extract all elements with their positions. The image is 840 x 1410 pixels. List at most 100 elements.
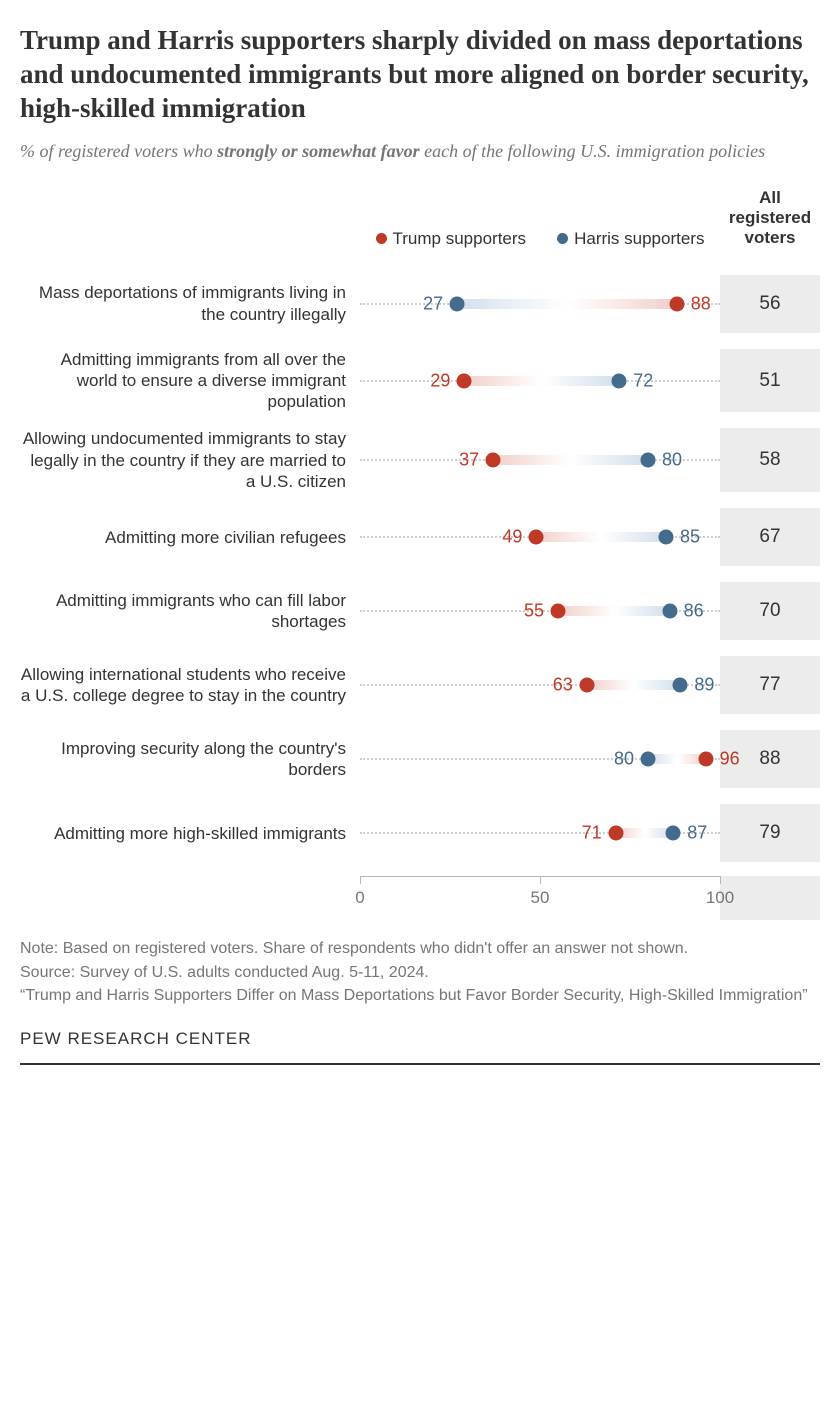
harris-value: 86 [684,601,704,622]
axis-tick [360,876,361,884]
row-plot: 27 88 [360,292,720,316]
harris-value: 85 [680,527,700,548]
row-label: Admitting more civilian refugees [20,527,360,548]
all-header-line2: registered [720,208,820,228]
legend-harris-label: Harris supporters [574,229,704,249]
all-voters-value: 58 [720,428,820,492]
row-label: Allowing undocumented immigrants to stay… [20,428,360,492]
all-voters-value: 51 [720,349,820,413]
chart-subtitle: % of registered voters who strongly or s… [20,139,820,163]
chart-row: Allowing undocumented immigrants to stay… [20,420,820,500]
subtitle-suffix: each of the following U.S. immigration p… [420,141,765,161]
connector-bar [648,754,706,764]
legend-trump-dot [376,233,387,244]
harris-value: 80 [662,450,682,471]
x-axis: 0 50 100 [20,876,820,920]
axis-tick-label: 50 [531,888,550,908]
row-label: Admitting immigrants from all over the w… [20,349,360,413]
legend-trump: Trump supporters [376,229,527,249]
row-label: Admitting immigrants who can fill labor … [20,590,360,633]
harris-dot [673,678,688,693]
all-voters-value: 67 [720,508,820,566]
all-voters-value: 79 [720,804,820,862]
chart-title: Trump and Harris supporters sharply divi… [20,24,820,125]
row-plot: 71 87 [360,821,720,845]
rows-container: Mass deportations of immigrants living i… [20,267,820,871]
harris-value: 72 [633,370,653,391]
connector-bar [558,606,670,616]
harris-dot [662,604,677,619]
all-voters-value: 77 [720,656,820,714]
legend-harris-dot [557,233,568,244]
trump-value: 88 [691,293,711,314]
row-label: Improving security along the country's b… [20,738,360,781]
harris-dot [659,530,674,545]
legend-labels: Trump supporters Harris supporters [360,229,720,249]
trump-value: 96 [720,749,740,770]
connector-bar [587,680,681,690]
bottom-rule [20,1063,820,1065]
trump-dot [486,453,501,468]
axis-plot: 050100 [360,876,720,920]
row-plot: 49 85 [360,525,720,549]
harris-dot [450,296,465,311]
row-plot: 8096 [360,747,720,771]
row-plot: 29 72 [360,369,720,393]
trump-dot [698,752,713,767]
chart-row: Mass deportations of immigrants living i… [20,267,820,341]
axis-tick-label: 0 [355,888,364,908]
row-plot: 63 89 [360,673,720,697]
harris-value: 27 [423,293,443,314]
all-header-line3: voters [720,228,820,248]
connector-bar [493,455,648,465]
legend-harris: Harris supporters [557,229,704,249]
harris-dot [666,826,681,841]
trump-dot [551,604,566,619]
harris-dot [641,453,656,468]
axis-tick [540,876,541,884]
trump-value: 55 [524,601,544,622]
trump-dot [608,826,623,841]
chart-row: Admitting immigrants who can fill labor … [20,574,820,648]
connector-bar [464,376,619,386]
trump-value: 29 [430,370,450,391]
row-plot: 37 80 [360,448,720,472]
harris-dot [612,373,627,388]
row-label: Admitting more high-skilled immigrants [20,823,360,844]
row-plot: 55 86 [360,599,720,623]
source-text: Source: Survey of U.S. adults conducted … [20,962,820,984]
row-label: Allowing international students who rece… [20,664,360,707]
footnotes: Note: Based on registered voters. Share … [20,938,820,1007]
connector-bar [536,532,666,542]
note-text: Note: Based on registered voters. Share … [20,938,820,960]
brand-label: PEW RESEARCH CENTER [20,1029,820,1049]
chart-row: Admitting immigrants from all over the w… [20,341,820,421]
trump-dot [457,373,472,388]
chart-row: Improving security along the country's b… [20,722,820,796]
subtitle-emphasis: strongly or somewhat favor [217,141,420,161]
trump-value: 37 [459,450,479,471]
chart-row: Admitting more high-skilled immigrants71… [20,796,820,870]
all-voters-header: All registered voters [720,188,820,249]
harris-value: 80 [614,749,634,770]
reference-text: “Trump and Harris Supporters Differ on M… [20,985,820,1007]
axis-tick-label: 100 [706,888,734,908]
chart-row: Admitting more civilian refugees 49 85 67 [20,500,820,574]
trump-dot [669,296,684,311]
row-label: Mass deportations of immigrants living i… [20,282,360,325]
chart-container: Trump supporters Harris supporters All r… [20,188,820,921]
legend-row: Trump supporters Harris supporters All r… [20,188,820,249]
harris-value: 89 [694,675,714,696]
all-voters-value: 70 [720,582,820,640]
all-header-line1: All [720,188,820,208]
trump-value: 71 [582,823,602,844]
trump-value: 63 [553,675,573,696]
legend-trump-label: Trump supporters [393,229,527,249]
subtitle-prefix: % of registered voters who [20,141,217,161]
axis-tick [720,876,721,884]
trump-value: 49 [502,527,522,548]
trump-dot [529,530,544,545]
harris-value: 87 [687,823,707,844]
connector-bar [616,828,674,838]
chart-row: Allowing international students who rece… [20,648,820,722]
